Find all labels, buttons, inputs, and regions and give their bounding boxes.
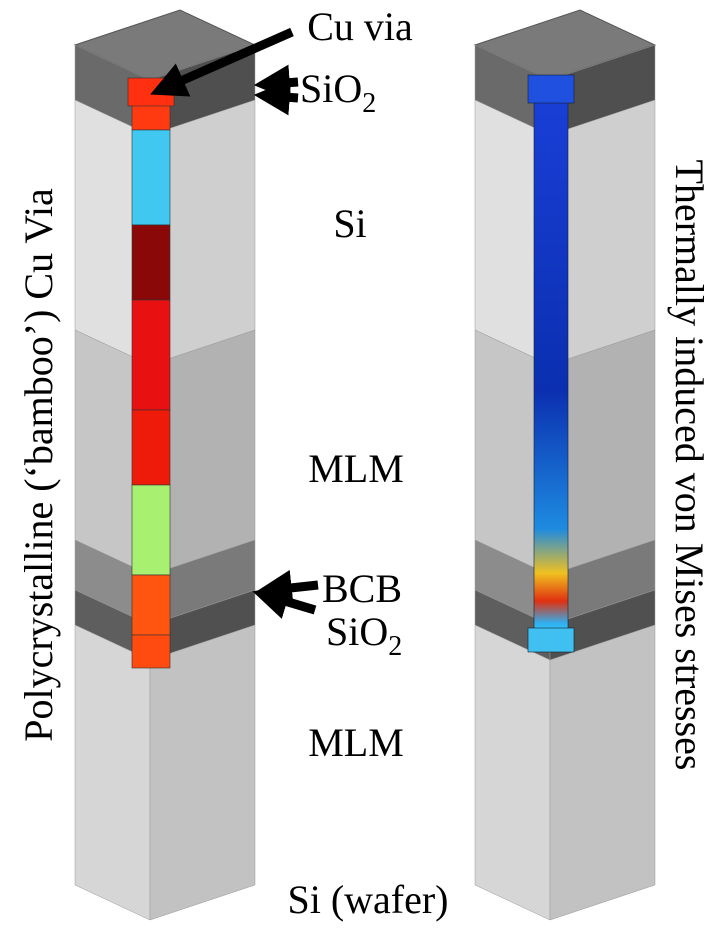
via-cap — [528, 628, 574, 652]
label: Cu via — [307, 4, 413, 49]
label: SiO2 — [300, 66, 376, 119]
label: BCB — [322, 566, 402, 611]
figure: Cu via SiO2 Si MLM BCB SiO2 MLM Si (wafe… — [0, 0, 713, 925]
via-stress — [534, 85, 568, 640]
arrow — [272, 585, 318, 590]
via-segment — [132, 575, 170, 635]
label: Si — [333, 201, 366, 246]
via-cap — [528, 75, 574, 103]
via-segment — [132, 635, 170, 668]
label: MLM — [308, 446, 404, 491]
via-segment — [132, 300, 170, 410]
via-segment — [132, 410, 170, 485]
label-text: SiO — [326, 609, 388, 654]
label: SiO2 — [326, 609, 402, 662]
via-segment — [132, 130, 170, 225]
caption: Thermally induced von Mises stresses — [667, 160, 712, 771]
layer-right — [550, 625, 655, 920]
arrow — [268, 596, 315, 610]
layer-left — [75, 625, 150, 920]
label-subscript: 2 — [388, 631, 402, 662]
arrow — [270, 82, 298, 84]
layer-left — [475, 625, 550, 920]
caption: Polycrystalline (‘bamboo’) Cu Via — [16, 188, 61, 742]
via-segment — [132, 225, 170, 300]
label-subscript: 2 — [362, 88, 376, 119]
label-text: SiO — [300, 66, 362, 111]
layer-right — [150, 625, 255, 920]
label: MLM — [308, 720, 404, 765]
via-segment — [132, 485, 170, 575]
label: Si (wafer) — [287, 877, 448, 922]
arrow — [270, 96, 298, 98]
